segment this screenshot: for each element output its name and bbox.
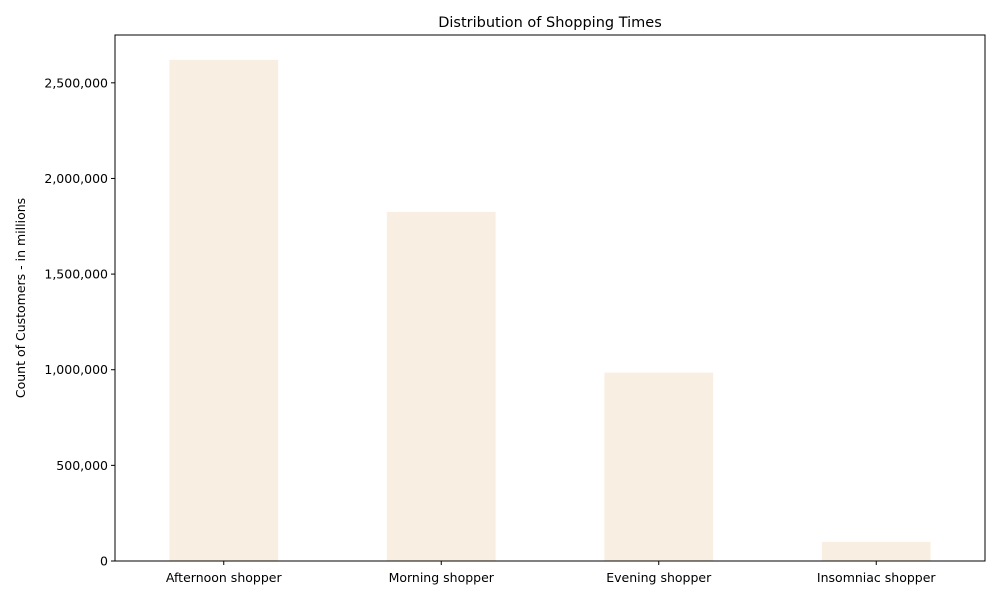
- y-tick-label: 2,500,000: [44, 75, 108, 90]
- x-tick-label: Afternoon shopper: [166, 570, 283, 585]
- y-axis-label: Count of Customers - in millions: [13, 198, 28, 398]
- plot-frame: [114, 34, 986, 562]
- y-tick-label: 0: [100, 554, 108, 569]
- x-tick-label: Insomniac shopper: [817, 570, 936, 585]
- bar: [169, 59, 279, 562]
- bar: [386, 211, 496, 561]
- y-tick-label: 500,000: [56, 458, 108, 473]
- chart-title: Distribution of Shopping Times: [438, 15, 662, 31]
- y-tick-label: 1,000,000: [44, 362, 108, 377]
- y-tick-label: 1,500,000: [44, 267, 108, 282]
- bar: [604, 372, 714, 561]
- x-axis-ticks: Afternoon shopper Morning shopper Evening …: [166, 561, 936, 585]
- y-tick-label: 2,000,000: [44, 171, 108, 186]
- x-tick-label: Morning shopper: [389, 570, 495, 585]
- y-axis-ticks: 0 500,000 1,000,000 1,500,000 2,000,000 2,500…: [44, 75, 115, 569]
- bar: [821, 541, 931, 561]
- x-tick-label: Evening shopper: [606, 570, 712, 585]
- bars-group: [169, 59, 931, 562]
